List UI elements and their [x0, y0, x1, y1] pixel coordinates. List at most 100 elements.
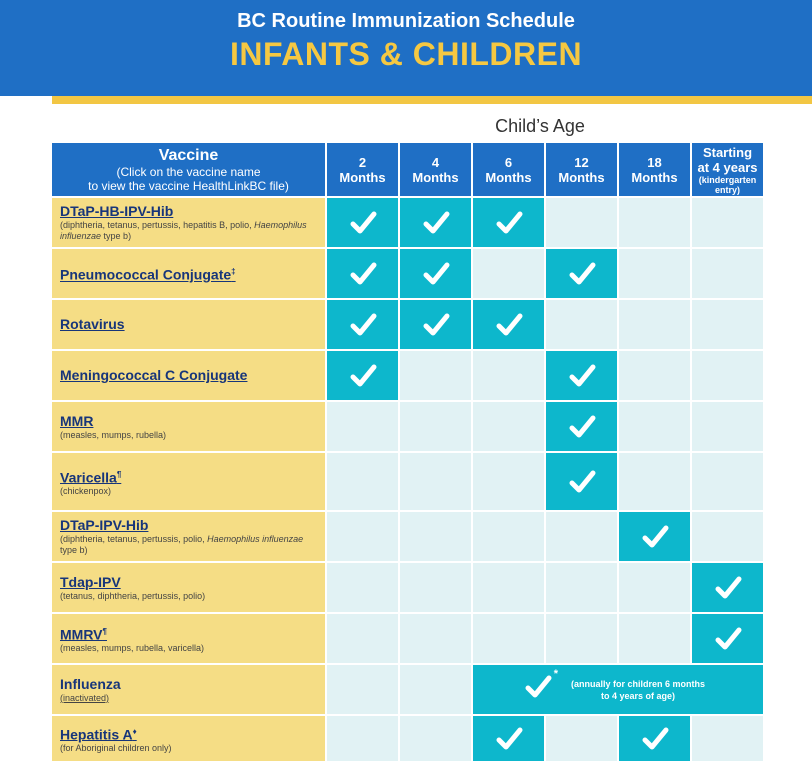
- vaccine-description-text: (measles, mumps, rubella): [60, 429, 167, 440]
- influenza-note: (annually for children 6 months to 4 year…: [563, 678, 713, 702]
- vaccine-link[interactable]: MMR: [60, 413, 317, 430]
- schedule-table: Vaccine (Click on the vaccine name to vi…: [52, 143, 763, 761]
- dose-cell-given: [546, 249, 617, 298]
- dose-cell-empty: [619, 402, 690, 451]
- page-subtitle: INFANTS & CHILDREN: [229, 36, 583, 72]
- footnote-mark: ¶: [102, 626, 107, 636]
- checkmark-icon: [350, 364, 376, 386]
- dose-cell-empty: [473, 614, 544, 663]
- dose-cell-empty: [619, 300, 690, 349]
- dose-cell-empty: [400, 716, 471, 761]
- vaccine-description: (diphtheria, tetanus, pertussis, polio, …: [60, 534, 317, 556]
- age-header-line: Starting: [702, 144, 753, 160]
- dose-cell-empty: [619, 614, 690, 663]
- age-header-number: 4: [431, 154, 440, 170]
- age-axis-label: Child’s Age: [495, 116, 585, 136]
- dose-cell-given: [619, 716, 690, 761]
- checkmark-icon: [642, 727, 668, 749]
- dose-cell-empty: [473, 563, 544, 612]
- dose-cell-empty: [400, 453, 471, 510]
- dose-cell-empty: [546, 512, 617, 561]
- checkmark-icon: [350, 313, 376, 335]
- dose-cell-given: [400, 249, 471, 298]
- vaccine-cell: Varicella¶ (chickenpox): [52, 453, 325, 510]
- header-accent-strip: [52, 96, 812, 104]
- vaccine-name: Influenza: [60, 676, 317, 693]
- influenza-annual-span: * (annually for children 6 months to 4 yea…: [473, 665, 763, 714]
- vaccine-link[interactable]: DTaP-HB-IPV-Hib: [60, 203, 317, 220]
- dose-cell-empty: [400, 665, 471, 714]
- checkmark-icon: [569, 262, 595, 284]
- dose-cell-given: [619, 512, 690, 561]
- footnote-mark: ♦: [132, 726, 137, 736]
- dose-cell-empty: [692, 453, 763, 510]
- vaccine-description: (inactivated): [60, 693, 317, 704]
- vaccine-name-text: DTaP-HB-IPV-Hib: [60, 203, 174, 219]
- dose-cell-empty: [619, 563, 690, 612]
- dose-cell-given: [327, 249, 398, 298]
- checkmark-icon: [496, 313, 522, 335]
- dose-cell-empty: [692, 300, 763, 349]
- dose-cell-empty: [400, 512, 471, 561]
- age-header-unit: Months: [485, 169, 532, 185]
- checkmark-icon: [569, 364, 595, 386]
- vaccine-name-text: MMR: [60, 412, 94, 429]
- vaccine-description-text: (diphtheria, tetanus, pertussis, hepatit…: [60, 220, 255, 230]
- dose-cell-empty: [327, 716, 398, 761]
- vaccine-description-text: (chickenpox): [60, 486, 112, 497]
- age-header-4-months: 4 Months: [400, 143, 471, 196]
- vaccine-description: (measles, mumps, rubella): [60, 430, 317, 441]
- vaccine-column-header: Vaccine (Click on the vaccine name to vi…: [52, 143, 325, 196]
- vaccine-name-text: MMRV: [60, 626, 103, 643]
- vaccine-link[interactable]: MMRV¶: [60, 623, 317, 644]
- vaccine-link[interactable]: Rotavirus: [60, 316, 317, 333]
- dose-cell-given: [692, 563, 763, 612]
- vaccine-link[interactable]: DTaP-IPV-Hib: [60, 517, 317, 534]
- dose-cell-empty: [400, 402, 471, 451]
- vaccine-name-text: Rotavirus: [60, 316, 125, 332]
- vaccine-cell: MMR (measles, mumps, rubella): [52, 402, 325, 451]
- dose-cell-empty: [327, 453, 398, 510]
- dose-cell-empty: [546, 300, 617, 349]
- influenza-check: *: [523, 668, 558, 707]
- age-header-note: (kindergarten: [698, 174, 757, 185]
- dose-cell-empty: [546, 198, 617, 247]
- vaccine-description: (diphtheria, tetanus, pertussis, hepatit…: [60, 220, 317, 242]
- vaccine-link[interactable]: Pneumococcal Conjugate‡: [60, 263, 317, 284]
- checkmark-icon: [496, 211, 522, 233]
- vaccine-cell: DTaP-IPV-Hib (diphtheria, tetanus, pertus…: [52, 512, 325, 561]
- age-header-note: entry): [714, 184, 740, 195]
- vaccine-cell: Influenza (inactivated): [52, 665, 325, 714]
- dose-cell-empty: [692, 402, 763, 451]
- dose-cell-empty: [327, 665, 398, 714]
- vaccine-cell: DTaP-HB-IPV-Hib (diphtheria, tetanus, per…: [52, 198, 325, 247]
- dose-cell-given: [473, 198, 544, 247]
- vaccine-link[interactable]: Meningococcal C Conjugate: [60, 367, 317, 384]
- vaccine-description: (measles, mumps, rubella, varicella): [60, 643, 317, 654]
- dose-cell-empty: [473, 453, 544, 510]
- vaccine-link[interactable]: Hepatitis A♦: [60, 723, 317, 744]
- dose-cell-given: [546, 453, 617, 510]
- vaccine-cell: Tdap-IPV (tetanus, diphtheria, pertussis,…: [52, 563, 325, 612]
- dose-cell-empty: [692, 716, 763, 761]
- age-header-6-months: 6 Months: [473, 143, 544, 196]
- dose-cell-given: [400, 300, 471, 349]
- age-header-unit: Months: [339, 169, 386, 185]
- vaccine-name-text: Meningococcal C Conjugate: [60, 367, 248, 383]
- dose-cell-given: [546, 402, 617, 451]
- age-header-number: 12: [574, 154, 589, 170]
- vaccine-name-text: Varicella: [60, 469, 117, 486]
- vaccine-description-text: (measles, mumps, rubella, varicella): [60, 643, 205, 654]
- vaccine-description-text: (inactivated): [60, 692, 110, 703]
- vaccine-description: (tetanus, diphtheria, pertussis, polio): [60, 591, 317, 602]
- vaccine-description-italic: Haemophilus influenzae: [207, 534, 304, 544]
- checkmark-icon: [423, 313, 449, 335]
- dose-cell-given: [692, 614, 763, 663]
- vaccine-name-text: Pneumococcal Conjugate: [60, 266, 232, 283]
- vaccine-link[interactable]: Varicella¶: [60, 466, 317, 487]
- dose-cell-empty: [546, 716, 617, 761]
- age-header-18-months: 18 Months: [619, 143, 690, 196]
- dose-cell-empty: [473, 512, 544, 561]
- vaccine-link[interactable]: Tdap-IPV: [60, 574, 317, 591]
- footnote-mark: ¶: [116, 469, 122, 479]
